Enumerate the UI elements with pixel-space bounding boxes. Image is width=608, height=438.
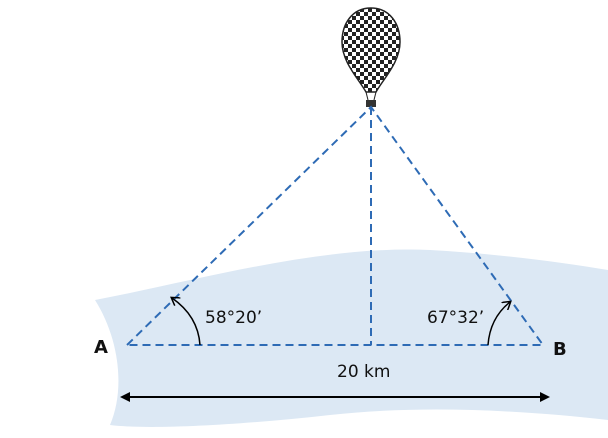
diagram: A B 58°20’ 67°32’ 20 km (0, 0, 608, 438)
point-label: A (94, 337, 108, 358)
point-label: B (553, 339, 567, 360)
angle-label: 58°20’ (205, 308, 262, 328)
distance-label: 20 km (337, 362, 390, 382)
page: A B 58°20’ 67°32’ 20 km (() => { const d… (0, 0, 608, 438)
balloon (342, 8, 400, 107)
angle-label: 67°32’ (427, 308, 484, 328)
ground (95, 250, 608, 427)
